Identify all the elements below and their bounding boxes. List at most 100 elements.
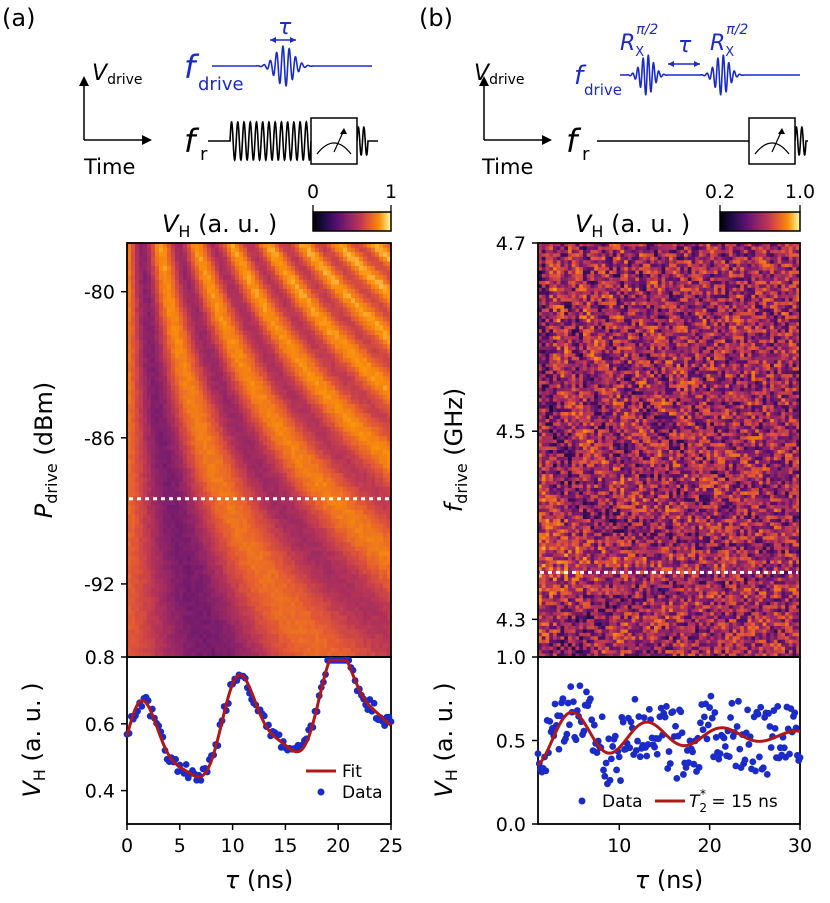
- heatmap-a-cell: [203, 330, 208, 336]
- heatmap-a-cell: [363, 569, 368, 575]
- heatmap-a-cell: [275, 574, 280, 580]
- heatmap-a-cell: [299, 293, 304, 299]
- heatmap-a-cell: [151, 482, 156, 488]
- heatmap-a-cell: [267, 325, 272, 331]
- heatmap-a-cell: [355, 509, 360, 515]
- heatmap-a-cell: [195, 546, 200, 552]
- heatmap-a-cell: [307, 459, 312, 465]
- heatmap-a-cell: [147, 367, 152, 373]
- heatmap-a-cell: [299, 463, 304, 469]
- heatmap-a-cell: [387, 509, 391, 515]
- heatmap-a-cell: [139, 509, 144, 515]
- heatmap-a-cell: [135, 473, 140, 479]
- heatmap-a-cell: [175, 583, 180, 589]
- heatmap-a-cell: [263, 454, 268, 460]
- heatmap-a-cell: [331, 496, 336, 502]
- heatmap-a-cell: [319, 560, 324, 566]
- heatmap-a-cell: [219, 523, 224, 529]
- heatmap-a-cell: [155, 468, 160, 474]
- heatmap-a-cell: [183, 293, 188, 299]
- heatmap-a-cell: [383, 330, 388, 336]
- heatmap-a-cell: [335, 532, 340, 538]
- heatmap-a-cell: [307, 500, 312, 506]
- heatmap-a-cell: [223, 390, 228, 396]
- heatmap-a-cell: [343, 394, 348, 400]
- heatmap-a-cell: [223, 330, 228, 336]
- heatmap-a-cell: [275, 546, 280, 552]
- heatmap-a-cell: [335, 344, 340, 350]
- heatmap-a-cell: [171, 496, 176, 502]
- heatmap-a-cell: [327, 344, 332, 350]
- heatmap-a-cell: [303, 302, 308, 308]
- heatmap-a-cell: [331, 440, 336, 446]
- heatmap-a-cell: [263, 413, 268, 419]
- heatmap-a-cell: [235, 367, 240, 373]
- heatmap-a-cell: [319, 371, 324, 377]
- heatmap-a-cell: [283, 477, 288, 483]
- heatmap-a-cell: [351, 358, 356, 364]
- heatmap-a-cell: [179, 316, 184, 322]
- heatmap-a-cell: [327, 505, 332, 511]
- heatmap-a-cell: [251, 427, 256, 433]
- heatmap-a-cell: [147, 243, 152, 249]
- heatmap-a-cell: [131, 436, 136, 442]
- heatmap-a-cell: [203, 348, 208, 354]
- heatmap-a-cell: [207, 532, 212, 538]
- heatmap-a-cell: [355, 583, 360, 589]
- heatmap-a-cell: [179, 353, 184, 359]
- heatmap-a-cell: [139, 542, 144, 548]
- heatmap-a-cell: [231, 348, 236, 354]
- heatmap-a-cell: [371, 505, 376, 511]
- heatmap-a-cell: [291, 256, 296, 262]
- heatmap-a-cell: [195, 376, 200, 382]
- heatmap-a-cell: [199, 445, 204, 451]
- heatmap-a-cell: [375, 381, 380, 387]
- heatmap-a-cell: [199, 358, 204, 364]
- heatmap-a-cell: [311, 353, 316, 359]
- heatmap-a-cell: [215, 454, 220, 460]
- heatmap-a-cell: [351, 569, 356, 575]
- heatmap-a-cell: [363, 390, 368, 396]
- heatmap-a-cell: [279, 569, 284, 575]
- heatmap-a-cell: [251, 339, 256, 345]
- heatmap-a-cell: [295, 422, 300, 428]
- heatmap-a-cell: [283, 436, 288, 442]
- heatmap-a-cell: [155, 362, 160, 368]
- heatmap-a-cell: [211, 477, 216, 483]
- heatmap-a-cell: [199, 266, 204, 272]
- heatmap-a-cell: [383, 486, 388, 492]
- heatmap-a-cell: [367, 450, 372, 456]
- heatmap-a-cell: [359, 266, 364, 272]
- heatmap-a-cell: [347, 247, 352, 253]
- heatmap-a-cell: [243, 473, 248, 479]
- heatmap-a-cell: [311, 440, 316, 446]
- heatmap-a-cell: [387, 445, 391, 451]
- heatmap-a-cell: [371, 436, 376, 442]
- heatmap-a-cell: [387, 243, 391, 249]
- heatmap-a-cell: [159, 394, 164, 400]
- heatmap-a-cell: [331, 436, 336, 442]
- heatmap-a-cell: [219, 381, 224, 387]
- heatmap-a-cell: [279, 519, 284, 525]
- heatmap-a-cell: [183, 348, 188, 354]
- heatmap-a-cell: [223, 316, 228, 322]
- heatmap-a-cell: [179, 500, 184, 506]
- heatmap-a-cell: [203, 408, 208, 414]
- heatmap-a-cell: [211, 473, 216, 479]
- heatmap-a-cell: [243, 505, 248, 511]
- heatmap-a-cell: [319, 463, 324, 469]
- heatmap-a-cell: [383, 266, 388, 272]
- heatmap-a-cell: [331, 542, 336, 548]
- heatmap-a-cell: [375, 348, 380, 354]
- heatmap-a-cell: [287, 555, 292, 561]
- heatmap-a-cell: [279, 440, 284, 446]
- heatmap-a-cell: [191, 445, 196, 451]
- heatmap-a-cell: [275, 390, 280, 396]
- heatmap-a-cell: [307, 261, 312, 267]
- heatmap-a-cell: [231, 532, 236, 538]
- heatmap-a-cell: [195, 519, 200, 525]
- heatmap-a-cell: [171, 519, 176, 525]
- heatmap-a-cell: [135, 565, 140, 571]
- heatmap-a-cell: [315, 367, 320, 373]
- heatmap-a-cell: [143, 408, 148, 414]
